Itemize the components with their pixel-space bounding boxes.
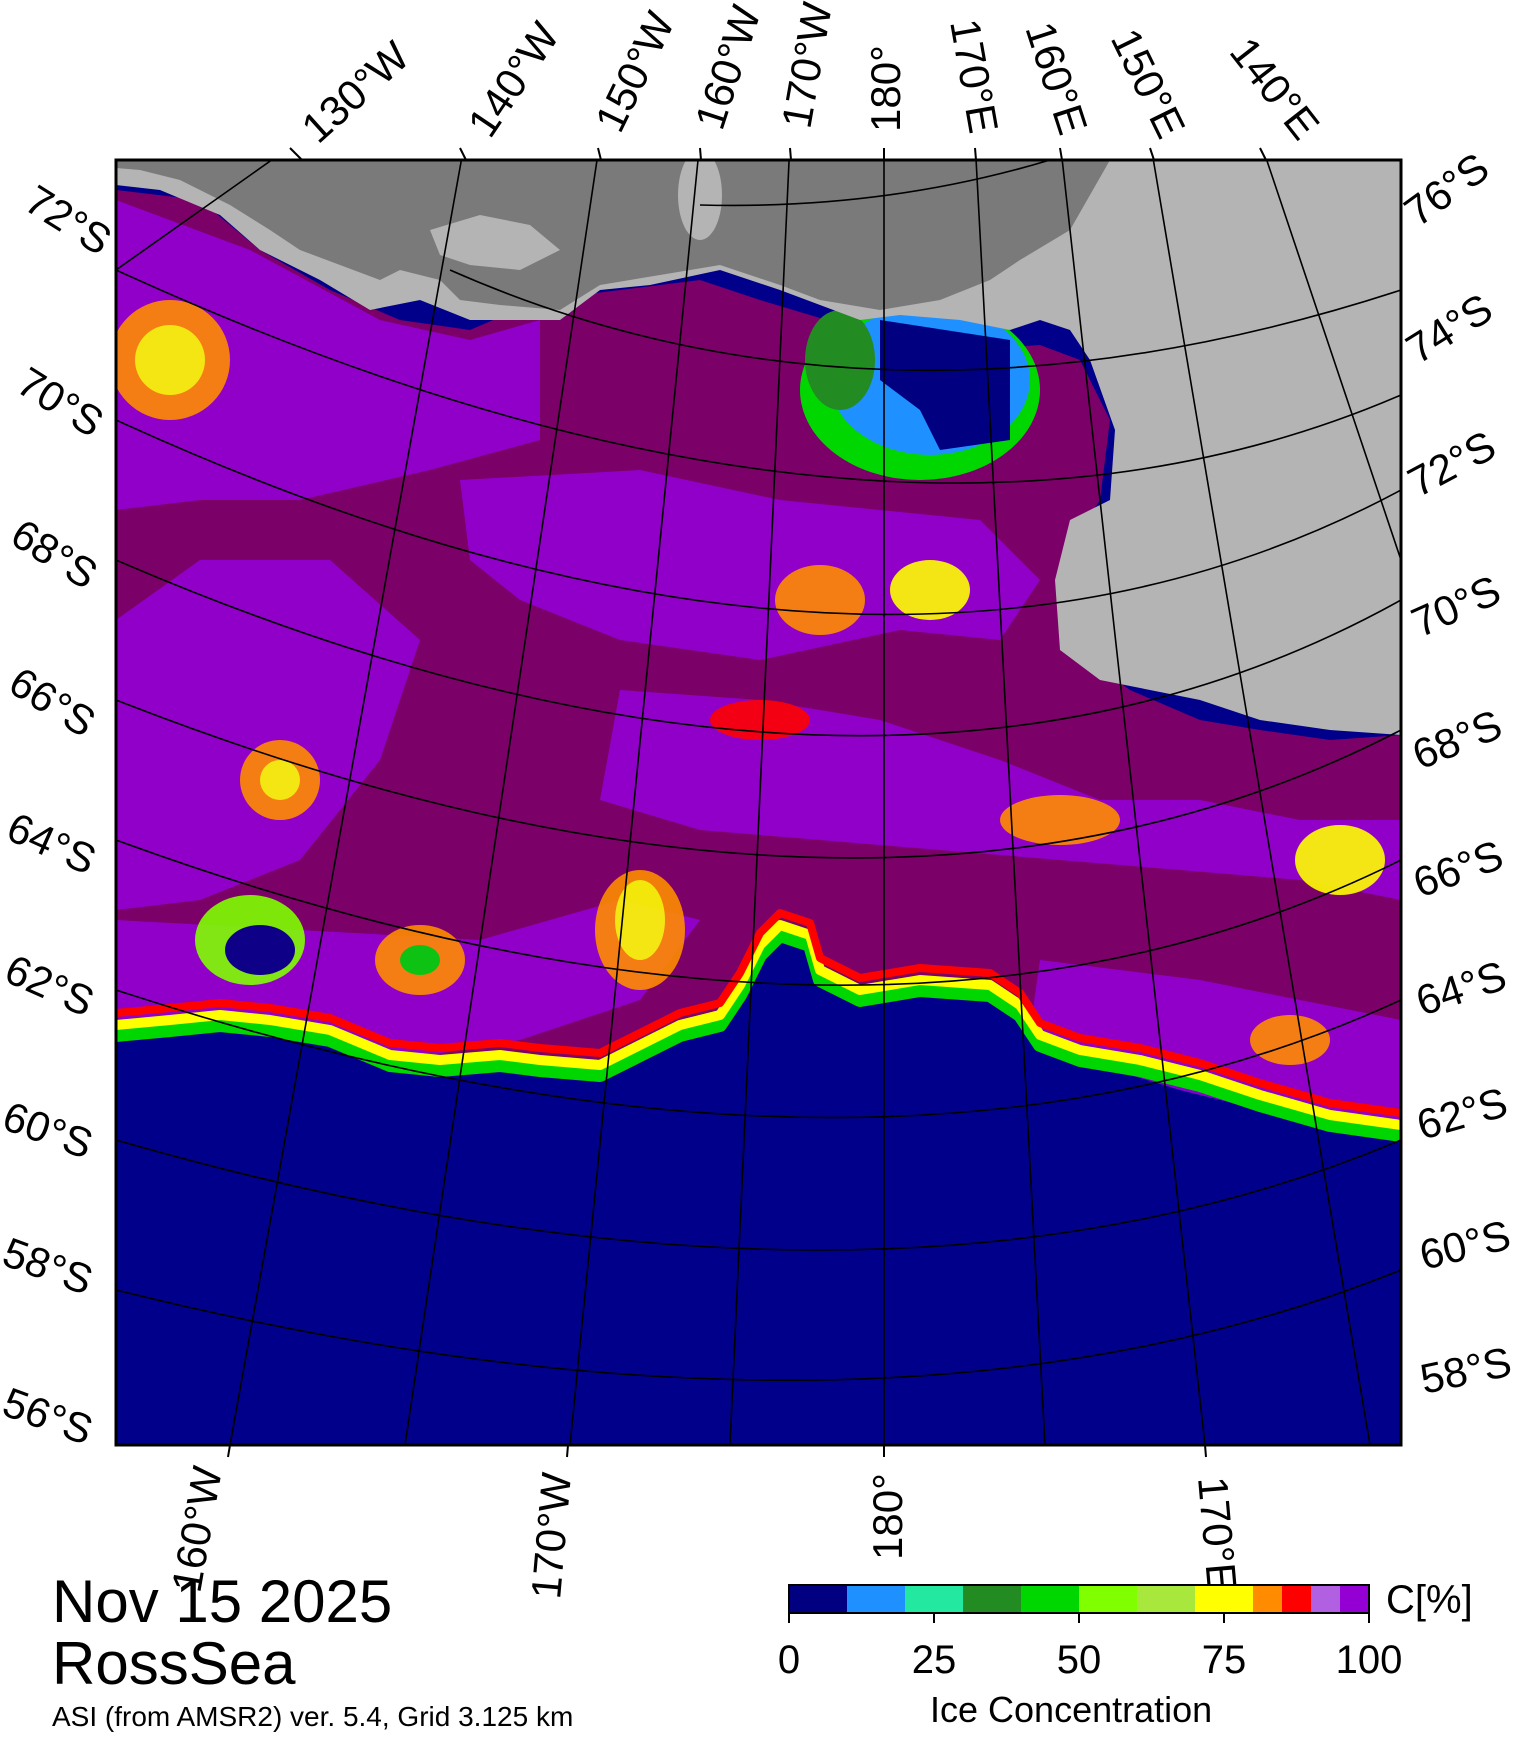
- lon-label-180-top: 180°: [862, 45, 909, 132]
- colorbar-segment: [1079, 1585, 1137, 1613]
- lat-label-right-68s: 68°S: [1406, 700, 1508, 778]
- colorbar-segment: [1340, 1585, 1369, 1613]
- colorbar-segment: [847, 1585, 905, 1613]
- map-frame: [114, 158, 1403, 1447]
- lat-label-right-66s: 66°S: [1407, 831, 1509, 906]
- lat-label-left-68s: 68°S: [3, 510, 106, 598]
- ross-sea-polynya: [800, 300, 1040, 480]
- colorbar-title: Ice Concentration: [930, 1689, 1213, 1730]
- lon-label-160e: 160°E: [1016, 16, 1096, 140]
- lat-label-right-64s: 64°S: [1410, 952, 1512, 1025]
- colorbar-unit: C[%]: [1386, 1578, 1473, 1622]
- colorbar: [788, 1584, 1370, 1623]
- lat-label-right-60s: 60°S: [1415, 1211, 1515, 1279]
- lat-label-left-66s: 66°S: [1, 658, 104, 746]
- ice-edge-bands: [116, 909, 1401, 1142]
- colorbar-tick-100: 100: [1335, 1638, 1403, 1682]
- colorbar-tick-50: 50: [1056, 1638, 1102, 1682]
- ross-ice-shelf: [116, 160, 1110, 310]
- lat-label-right-62s: 62°S: [1412, 1078, 1513, 1148]
- lon-label-170w-bottom: 170°W: [522, 1470, 580, 1600]
- region-name: RossSea: [52, 1630, 296, 1697]
- colorbar-tick-25: 25: [911, 1638, 957, 1682]
- right-latitude-labels: 76°S 74°S 72°S 70°S 68°S 66°S 64°S 62°S …: [1396, 143, 1516, 1402]
- lat-label-left-56s: 56°S: [0, 1378, 99, 1453]
- lat-label-right-76s: 76°S: [1396, 143, 1498, 235]
- colorbar-segment: [963, 1585, 1021, 1613]
- colorbar-segment: [1282, 1585, 1311, 1613]
- left-latitude-labels: 72°S 70°S 68°S 66°S 64°S 62°S 60°S 58°S …: [0, 176, 120, 1454]
- lat-label-right-70s: 70°S: [1405, 566, 1508, 646]
- lon-label-180-bottom: 180°: [864, 1473, 911, 1560]
- lat-label-right-74s: 74°S: [1398, 284, 1501, 372]
- lat-label-right-58s: 58°S: [1416, 1338, 1515, 1403]
- ice-patches: [116, 300, 1385, 1065]
- ice-shelf-land-patch: [430, 215, 560, 270]
- lat-label-left-58s: 58°S: [0, 1228, 99, 1303]
- colorbar-segment: [789, 1585, 847, 1613]
- lat-label-left-64s: 64°S: [0, 803, 103, 883]
- lon-label-160w: 160°W: [686, 0, 770, 135]
- colorbar-segment: [1137, 1585, 1195, 1613]
- colorbar-segment: [1311, 1585, 1340, 1613]
- colorbar-segment: [905, 1585, 963, 1613]
- lon-label-170e-bottom: 170°E: [1189, 1475, 1246, 1594]
- top-longitude-labels: 130°W 140°W 150°W 160°W 170°W 180° 170°E…: [293, 0, 1329, 152]
- lat-label-left-62s: 62°S: [0, 945, 101, 1025]
- lon-label-140e: 140°E: [1221, 29, 1329, 148]
- colorbar-tick-0: 0: [777, 1638, 801, 1682]
- axis-ticks: [227, 147, 1267, 1458]
- graticule: [116, 160, 1401, 1445]
- lat-label-left-72s: 72°S: [17, 176, 120, 264]
- roosevelt-island: [678, 160, 722, 240]
- colorbar-segment: [1253, 1585, 1282, 1613]
- lon-label-140w: 140°W: [458, 14, 568, 145]
- lon-label-150w: 150°W: [586, 4, 684, 139]
- data-source-note: ASI (from AMSR2) ver. 5.4, Grid 3.125 km: [52, 1701, 574, 1732]
- lon-label-130w: 130°W: [293, 32, 419, 152]
- lat-label-right-72s: 72°S: [1400, 421, 1503, 505]
- lat-label-left-60s: 60°S: [0, 1092, 99, 1167]
- antarctic-land: [116, 160, 1401, 735]
- lon-label-170e: 170°E: [941, 15, 1007, 136]
- colorbar-segment: [1195, 1585, 1253, 1613]
- colorbar-tick-75: 75: [1201, 1638, 1247, 1682]
- lon-label-170w: 170°W: [773, 0, 841, 132]
- colorbar-segment: [1021, 1585, 1079, 1613]
- lat-label-left-70s: 70°S: [9, 358, 112, 446]
- lon-label-150e: 150°E: [1102, 21, 1195, 145]
- map-date: Nov 15 2025: [52, 1568, 393, 1635]
